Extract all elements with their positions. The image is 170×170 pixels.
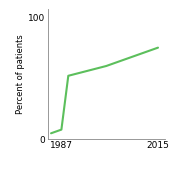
Y-axis label: Percent of patients: Percent of patients xyxy=(16,34,26,114)
